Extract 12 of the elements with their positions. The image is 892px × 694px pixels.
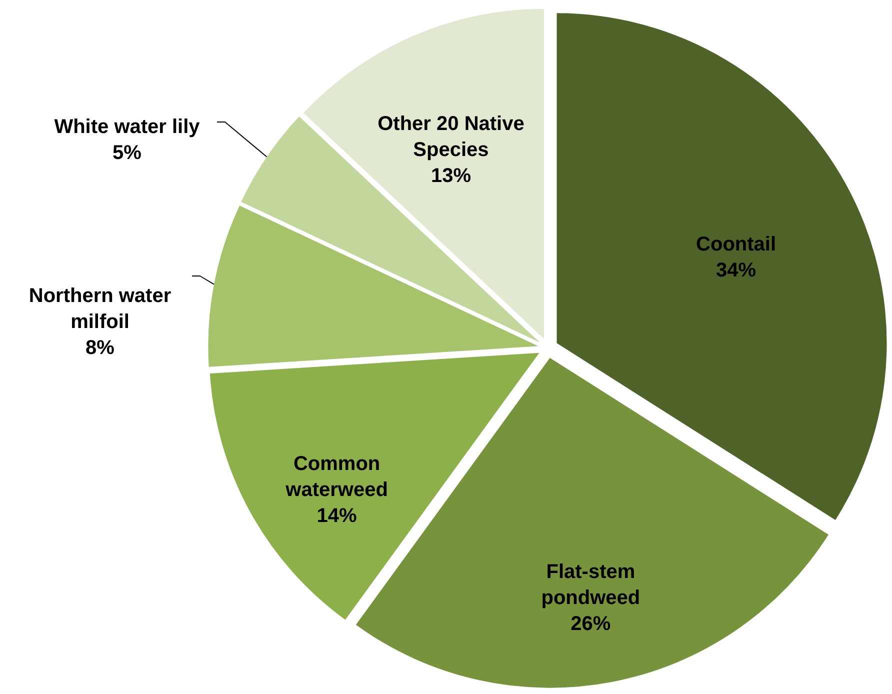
slice-label: White water lily [54, 116, 201, 138]
data-label: 14% [316, 505, 358, 528]
slice-label: Other 20 Native Species [378, 112, 524, 161]
data-label: 34% [716, 260, 756, 282]
slice-label: Flat-stem pondweed [541, 560, 640, 609]
data-label: 8% [86, 337, 115, 359]
data-label: 13% [430, 164, 472, 187]
data-label: 26% [570, 612, 611, 635]
slice-label: Northern water milfoil [28, 285, 172, 333]
data-label: 5% [112, 142, 142, 164]
slice-label: Coontail [696, 234, 776, 256]
slice-label: Common waterweed [284, 453, 388, 502]
